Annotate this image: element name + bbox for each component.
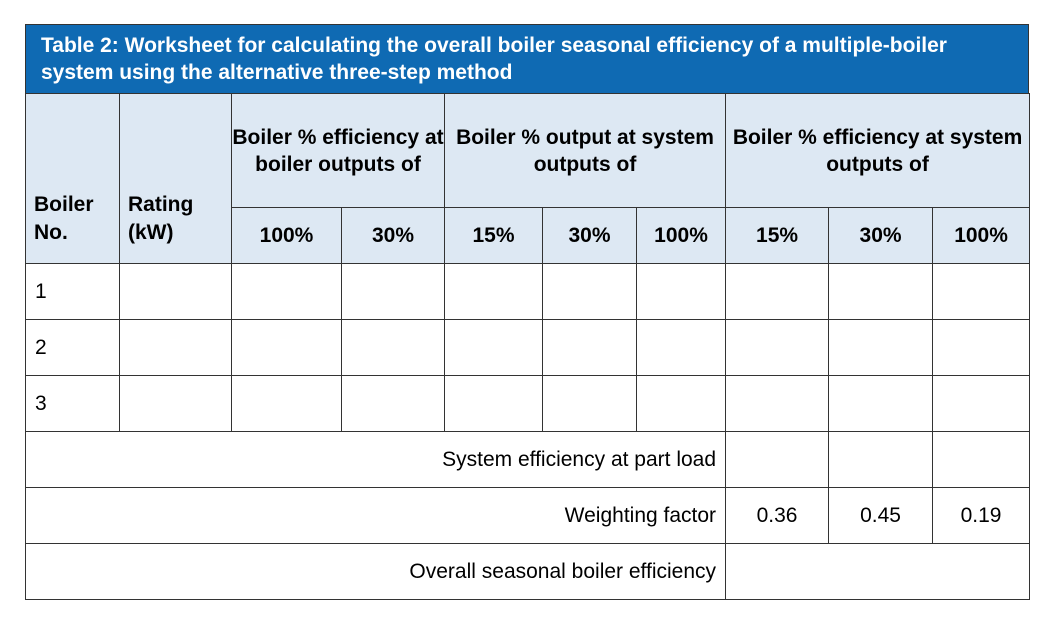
eff-system-100-cell[interactable] (932, 375, 1031, 432)
header-row-groups: Boiler No. Rating (kW) Boiler % efficien… (25, 93, 1031, 264)
output-system-100-cell[interactable] (635, 263, 727, 320)
part-load-label: System efficiency at part load (24, 431, 727, 488)
part-load-row: System efficiency at part load (24, 431, 1031, 488)
header-output-system-30: 30% (542, 207, 637, 264)
output-system-15-cell[interactable] (444, 319, 543, 376)
eff-system-30-cell[interactable] (828, 319, 934, 376)
eff-system-15-cell[interactable] (725, 263, 830, 320)
header-output-system-15: 15% (444, 207, 543, 264)
header-eff-boiler-30: 30% (341, 207, 445, 264)
eff-system-100-cell[interactable] (932, 319, 1031, 376)
header-eff-system-15: 15% (725, 207, 830, 264)
overall-efficiency-label: Overall seasonal boiler efficiency (24, 543, 727, 600)
output-system-30-cell[interactable] (542, 263, 637, 320)
overall-efficiency-row: Overall seasonal boiler efficiency (24, 543, 1031, 600)
eff-system-30-cell[interactable] (828, 263, 934, 320)
eff-system-15-cell[interactable] (725, 319, 830, 376)
header-eff-boiler-100: 100% (231, 207, 342, 264)
weighting-factor-30: 0.45 (828, 487, 934, 544)
part-load-30-cell[interactable] (828, 431, 934, 488)
rating-cell[interactable] (119, 375, 232, 432)
eff-boiler-30-cell[interactable] (341, 263, 445, 320)
eff-boiler-30-cell[interactable] (341, 375, 445, 432)
output-system-15-cell[interactable] (444, 375, 543, 432)
header-output-system-100: 100% (635, 207, 727, 264)
table-title: Table 2: Worksheet for calculating the o… (25, 24, 1029, 94)
overall-efficiency-cell[interactable] (725, 543, 1031, 600)
part-load-100-cell[interactable] (932, 431, 1031, 488)
table-row: 1 (25, 263, 1031, 320)
weighting-factor-15: 0.36 (725, 487, 830, 544)
eff-boiler-30-cell[interactable] (341, 319, 445, 376)
output-system-100-cell[interactable] (635, 319, 727, 376)
rating-cell[interactable] (119, 319, 232, 376)
boiler-number: 3 (25, 375, 120, 432)
weighting-factor-100: 0.19 (932, 487, 1031, 544)
output-system-15-cell[interactable] (444, 263, 543, 320)
eff-boiler-100-cell[interactable] (231, 375, 342, 432)
output-system-30-cell[interactable] (542, 319, 637, 376)
header-row-percentages: 100% 30% 15% 30% 100% 15% 30% 100% (26, 207, 1031, 264)
output-system-30-cell[interactable] (542, 375, 637, 432)
weighting-factor-row: Weighting factor 0.36 0.45 0.19 (24, 487, 1031, 544)
eff-boiler-100-cell[interactable] (231, 319, 342, 376)
header-output-at-system-outputs: Boiler % output at system outputs of (443, 93, 727, 208)
table-row: 2 (25, 319, 1031, 376)
table-row: 3 (25, 375, 1031, 432)
worksheet-table: Boiler No. Rating (kW) Boiler % efficien… (24, 93, 1031, 600)
boiler-number: 1 (25, 263, 120, 320)
eff-system-30-cell[interactable] (828, 375, 934, 432)
header-boiler-no: Boiler No. (25, 93, 120, 264)
header-rating: Rating (kW) (119, 93, 232, 264)
eff-boiler-100-cell[interactable] (231, 263, 342, 320)
eff-system-100-cell[interactable] (932, 263, 1031, 320)
eff-system-15-cell[interactable] (725, 375, 830, 432)
part-load-15-cell[interactable] (725, 431, 830, 488)
rating-cell[interactable] (119, 263, 232, 320)
output-system-100-cell[interactable] (635, 375, 727, 432)
boiler-number: 2 (25, 319, 120, 376)
header-efficiency-at-boiler-outputs: Boiler % efficiency at boiler outputs of (231, 93, 445, 208)
weighting-factor-label: Weighting factor (24, 487, 727, 544)
header-efficiency-at-system-outputs: Boiler % efficiency at system outputs of (725, 93, 1031, 208)
header-eff-system-100: 100% (932, 207, 1031, 264)
header-eff-system-30: 30% (828, 207, 934, 264)
